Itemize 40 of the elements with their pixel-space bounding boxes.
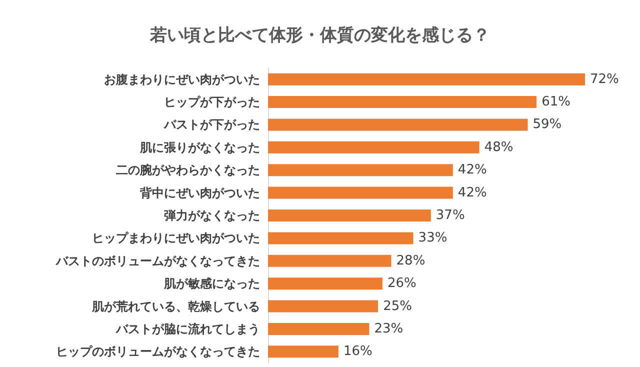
data-label: 48% <box>484 140 514 155</box>
bar <box>268 141 480 154</box>
data-label: 72% <box>590 72 619 87</box>
chart-title: 若い頃と比べて体形・体質の変化を感じる？ <box>149 26 490 46</box>
bar <box>268 186 453 199</box>
y-tick-label: 肌に張りがなくなった <box>139 140 260 154</box>
bar <box>268 254 392 267</box>
data-label: 42% <box>458 185 487 200</box>
y-tick-label: バストのボリュームがなくなってきた <box>55 254 260 268</box>
data-label: 23% <box>374 321 404 336</box>
y-tick-label: 肌が敏感になった <box>163 276 260 291</box>
y-tick-label: 背中にぜい肉がついた <box>139 186 260 200</box>
bar <box>268 96 537 108</box>
bar <box>268 278 382 290</box>
data-label: 37% <box>436 208 465 223</box>
bar <box>268 73 585 86</box>
bar <box>268 210 431 222</box>
bar <box>268 118 528 131</box>
y-tick-label: バストが下がった <box>163 118 260 132</box>
y-tick-label: ヒップまわりにぜい肉がついた <box>92 231 260 246</box>
y-tick-label: ヒップのボリュームがなくなってきた <box>56 344 260 359</box>
bar <box>268 322 370 335</box>
y-tick-label: 弾力がなくなった <box>164 208 260 222</box>
y-tick-label: 二の腕がやわらかくなった <box>116 163 260 178</box>
bar <box>268 300 378 312</box>
data-label: 28% <box>396 253 426 268</box>
y-tick-label: バストが脇に流れてしまう <box>115 322 260 336</box>
bar <box>268 164 453 176</box>
bar <box>268 346 338 358</box>
y-tick-label: お腹まわりにぜい肉がついた <box>104 72 260 86</box>
data-label: 59% <box>532 117 562 132</box>
y-tick-label: ヒップが下がった <box>164 95 260 110</box>
data-label: 25% <box>383 298 412 314</box>
data-label: 26% <box>387 276 416 292</box>
bar <box>268 232 414 244</box>
y-tick-label: 肌が荒れている、乾燥している <box>91 299 260 314</box>
data-label: 16% <box>343 344 372 360</box>
data-label: 61% <box>542 94 570 110</box>
data-label: 42% <box>458 162 487 178</box>
data-label: 33% <box>418 230 448 246</box>
